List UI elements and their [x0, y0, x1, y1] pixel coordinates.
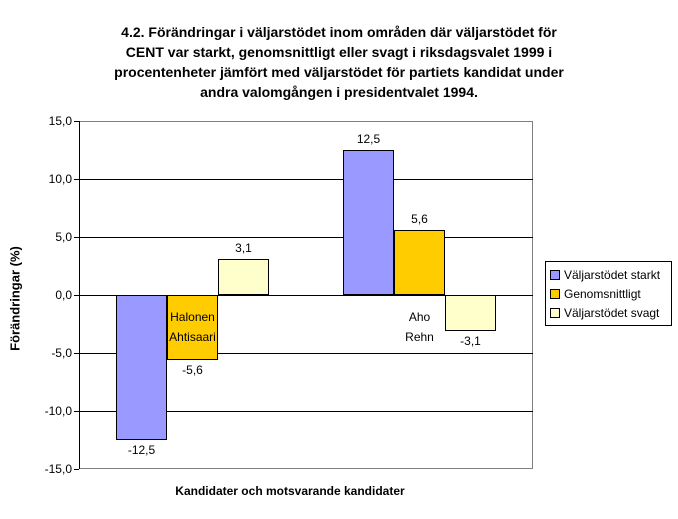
- y-tick-mark: [74, 469, 79, 470]
- legend-swatch-starkt: [550, 269, 560, 280]
- category-label-line: Aho: [408, 310, 431, 324]
- y-axis-line: [79, 121, 80, 469]
- y-tick-mark: [74, 353, 79, 354]
- chart-title-line: 4.2. Förändringar i väljarstödet inom om…: [121, 24, 557, 40]
- gridline: [79, 411, 533, 412]
- bar-genomsnittligt: [167, 295, 218, 360]
- data-label: 5,6: [411, 212, 428, 226]
- category-label-line: Halonen: [170, 310, 215, 324]
- category-label: Aho Rehn: [405, 307, 434, 347]
- legend-label-genomsnittligt: Genomsnittligt: [564, 286, 641, 301]
- gridline: [79, 295, 533, 296]
- chart-title-line: procentenheter jämfört med väljarstödet …: [114, 64, 564, 80]
- x-axis-title: Kandidater och motsvarande kandidater: [175, 484, 405, 498]
- legend-item-genomsnittligt: Genomsnittligt: [550, 284, 667, 303]
- chart-title-line: CENT var starkt, genomsnittligt eller sv…: [125, 44, 553, 60]
- legend: Väljarstödet starkt Genomsnittligt Välja…: [545, 261, 672, 326]
- y-tick-mark: [74, 295, 79, 296]
- legend-label-svagt: Väljarstödet svagt: [564, 305, 660, 320]
- plot-border-top: [79, 121, 533, 122]
- y-tick-label: 15,0: [48, 114, 72, 128]
- category-label-line: Ahtisaari: [169, 330, 216, 344]
- y-tick-mark: [74, 237, 79, 238]
- chart-title-line: andra valomgången i presidentvalet 1994.: [200, 84, 478, 100]
- legend-swatch-genomsnittligt: [550, 288, 560, 299]
- y-tick-label: 0,0: [55, 288, 72, 302]
- data-label: -12,5: [127, 443, 156, 457]
- y-tick-mark: [74, 411, 79, 412]
- chart-title: 4.2. Förändringar i väljarstödet inom om…: [29, 22, 649, 102]
- gridline: [79, 179, 533, 180]
- bar-genomsnittligt: [394, 230, 445, 295]
- legend-label-starkt: Väljarstödet starkt: [564, 267, 661, 282]
- data-label: 3,1: [235, 241, 252, 255]
- y-tick-label: 5,0: [55, 230, 72, 244]
- data-label: -5,6: [182, 363, 203, 377]
- data-label: 12,5: [356, 132, 381, 146]
- y-tick-label: -5,0: [51, 346, 72, 360]
- y-tick-label: 10,0: [48, 172, 72, 186]
- legend-swatch-svagt: [550, 307, 560, 318]
- category-label: Halonen Ahtisaari: [169, 307, 216, 347]
- y-tick-mark: [74, 179, 79, 180]
- data-label: -3,1: [460, 334, 481, 348]
- plot-area: -12,5 -5,6 3,1 Halonen Ahtisaari 12,5 5,6 -3,1 A…: [79, 121, 533, 469]
- legend-item-starkt: Väljarstödet starkt: [550, 265, 667, 284]
- bar-väljarstödet-starkt: [343, 150, 394, 295]
- y-tick-label: -15,0: [44, 462, 72, 476]
- y-tick-label: -10,0: [44, 404, 72, 418]
- bar-väljarstödet-svagt: [445, 295, 496, 331]
- legend-item-svagt: Väljarstödet svagt: [550, 303, 667, 322]
- gridline: [79, 237, 533, 238]
- bar-väljarstödet-svagt: [218, 259, 269, 295]
- category-label-line: Rehn: [405, 330, 434, 344]
- y-tick-mark: [74, 121, 79, 122]
- bar-väljarstödet-starkt: [116, 295, 167, 440]
- gridline: [79, 353, 533, 354]
- plot-border-bottom: [79, 468, 533, 469]
